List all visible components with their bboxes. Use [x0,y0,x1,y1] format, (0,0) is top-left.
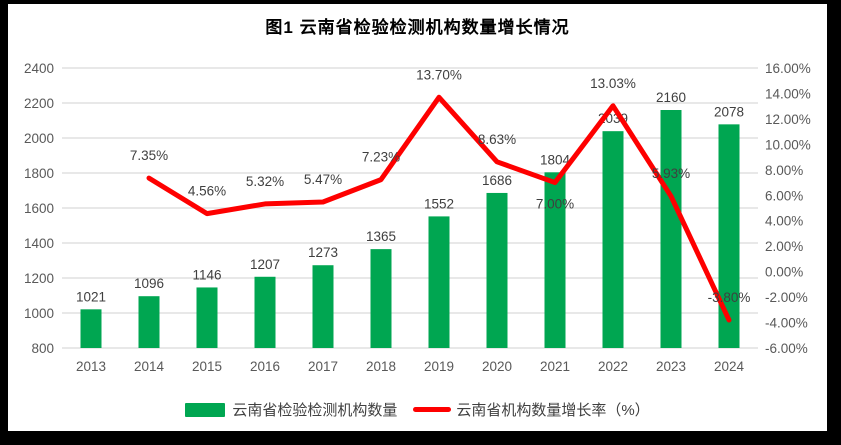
line-value-label: -3.80% [708,290,751,305]
chart-legend: 云南省检验检测机构数量 云南省机构数量增长率（%） [8,399,827,420]
line-value-label: 7.35% [130,148,168,163]
x-axis-label-2015: 2015 [192,359,222,374]
right-axis-tick-label: -4.00% [765,316,808,331]
left-axis-tick-label: 1200 [24,271,54,286]
growth-rate-line [146,94,732,323]
bar-2017 [312,265,334,348]
line-value-label: 4.56% [188,184,226,199]
left-axis-tick-label: 2200 [24,96,54,111]
x-axis-label-2014: 2014 [134,359,165,374]
x-axis-label-2018: 2018 [366,359,396,374]
x-axis-label-2021: 2021 [540,359,570,374]
line-value-label: 5.93% [652,166,690,181]
right-axis-tick-label: -6.00% [765,341,808,356]
line-value-label: 5.32% [246,174,284,189]
bar-2024 [718,124,740,348]
x-axis-label-2020: 2020 [482,359,512,374]
bar-value-label: 1207 [250,257,280,272]
left-axis-tick-label: 1400 [24,236,54,251]
left-axis-tick-label: 2400 [24,61,54,76]
bar-2016 [254,276,276,348]
bar-value-label: 1021 [76,289,106,304]
line-value-label: 13.03% [590,76,636,91]
bar-value-label: 2160 [656,90,686,105]
bar-value-label: 1273 [308,245,338,260]
x-axis-label-2016: 2016 [250,359,280,374]
right-axis-tick-label: 8.00% [765,163,803,178]
x-axis-label-2024: 2024 [714,359,745,374]
line-value-label: 13.70% [416,67,462,82]
line-value-label: 5.47% [304,172,342,187]
chart-canvas: 图1 云南省检验检测机构数量增长情况 2400 2200 2000 1800 1600 1… [8,4,827,431]
bar-2018 [370,249,392,348]
bar-2022 [602,131,624,348]
bar-2021 [544,172,566,348]
right-axis-tick-label: 12.00% [765,112,811,127]
right-axis-tick-label: 6.00% [765,188,803,203]
right-axis-tick-label: -2.00% [765,290,808,305]
line-value-label: 7.23% [362,150,400,165]
bar-value-label: 1096 [134,276,164,291]
bar-2019 [428,216,450,348]
bar-2013 [80,309,102,348]
line-value-label: 8.63% [478,132,516,147]
chart-title: 图1 云南省检验检测机构数量增长情况 [265,18,570,37]
bar-2023 [660,110,682,348]
left-axis-tick-label: 1800 [24,166,54,181]
legend-label-institution-count: 云南省检验检测机构数量 [232,402,398,419]
legend-item-institution-count: 云南省检验检测机构数量 [185,399,397,420]
x-axis-label-2017: 2017 [308,359,338,374]
x-axis-label-2013: 2013 [76,359,106,374]
bar-value-label: 1365 [366,229,396,244]
bar-value-label: 1804 [540,152,571,167]
bar-2020 [486,192,508,348]
left-axis-tick-label: 1000 [24,306,54,321]
line-series-swatch-icon [413,407,452,412]
x-axis-label-2022: 2022 [598,359,628,374]
bar-value-label: 2078 [714,104,744,119]
legend-item-growth-rate: 云南省机构数量增长率（%） [399,399,650,420]
left-axis-tick-label: 2000 [24,131,54,146]
left-axis-tick-label: 1600 [24,201,54,216]
x-axis-label-2019: 2019 [424,359,454,374]
right-axis-tick-label: 16.00% [765,61,811,76]
bar-series-swatch-icon [185,402,226,417]
x-axis-label-2023: 2023 [656,359,686,374]
right-axis-tick-label: 0.00% [765,265,803,280]
bar-value-label: 1146 [192,267,221,282]
legend-label-growth-rate: 云南省机构数量增长率（%） [456,402,650,419]
right-axis-tick-label: 4.00% [765,214,803,229]
bar-2014 [138,296,160,348]
bar-value-label: 1686 [482,173,512,188]
right-axis-tick-label: 10.00% [765,137,811,152]
right-axis-tick-label: 14.00% [765,86,811,101]
bar-2015 [196,287,218,348]
chart-plot-area: 2400 2200 2000 1800 1600 1400 1200 1000 800 16.00… [24,61,811,374]
right-axis-tick-label: 2.00% [765,239,803,254]
bar-value-label: 1552 [424,196,454,211]
line-value-label: 7.00% [536,197,574,212]
left-axis-tick-label: 800 [31,341,54,356]
